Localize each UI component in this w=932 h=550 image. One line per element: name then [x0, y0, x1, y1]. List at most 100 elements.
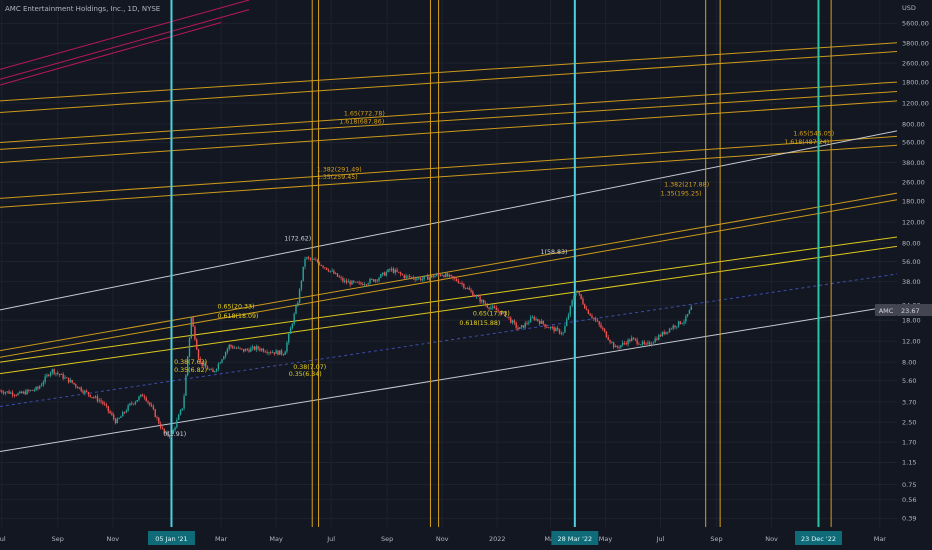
candle-body	[347, 281, 350, 283]
channel-line-gold	[0, 199, 898, 358]
candle-body	[71, 379, 73, 383]
candle-body	[140, 394, 142, 397]
candle-body	[351, 280, 353, 285]
time-tick-label: 23 Dec '22	[801, 535, 836, 543]
candle-body	[600, 324, 602, 328]
candle-body	[457, 281, 460, 284]
candle-body	[585, 308, 588, 310]
candle-body	[558, 329, 561, 334]
candle-body	[114, 418, 117, 424]
candle-body	[233, 347, 236, 349]
candle-body	[241, 348, 243, 350]
candle-body	[132, 403, 135, 405]
time-tick-label: Sep	[381, 535, 393, 543]
candle-body	[540, 320, 543, 324]
candle-body	[385, 272, 387, 276]
candle-body	[681, 323, 683, 325]
candle-body	[15, 395, 17, 396]
candle-body	[159, 423, 162, 428]
candle-body	[616, 346, 618, 348]
price-tick-label: 3800.00	[902, 40, 929, 48]
candle-body	[235, 347, 238, 349]
candle-body	[428, 277, 431, 280]
candle-body	[493, 306, 496, 308]
price-axis[interactable]: USD 5600.00 3800.00 2600.00 1800.00 1200.00 8…	[897, 0, 932, 527]
candle-body	[401, 274, 404, 276]
time-axis[interactable]: Jul Sep Nov 05 Jan '21 Mar May Jul Sep Nov 2022 Ma…	[0, 527, 932, 550]
candle-body	[656, 338, 658, 340]
time-tick-highlight	[551, 531, 599, 545]
price-tick-label: 5.60	[902, 377, 916, 385]
candle-body	[230, 344, 232, 347]
candle-body	[40, 384, 43, 387]
candle-body	[313, 258, 315, 260]
candle-body	[11, 392, 14, 396]
candle-body	[170, 434, 173, 437]
time-tick-label: Jul	[656, 535, 665, 543]
candle-body	[154, 409, 156, 418]
candle-body	[486, 304, 489, 308]
candle-body	[237, 347, 239, 349]
channel-line-gold	[0, 90, 898, 150]
candle-body	[78, 387, 81, 389]
candle-body	[158, 417, 160, 424]
candle-body	[53, 369, 55, 374]
candle-body	[371, 279, 373, 280]
channel-line-yellow	[0, 236, 898, 363]
candle-body	[632, 337, 635, 339]
candle-body	[603, 329, 606, 332]
candle-body	[389, 269, 391, 271]
candle-body	[369, 279, 371, 284]
candle-body	[344, 280, 346, 282]
fib-label: 0(1.91)	[163, 431, 186, 438]
candle-body	[150, 404, 153, 407]
candle-body	[408, 276, 411, 278]
candle-body	[262, 348, 265, 352]
candle-body	[430, 275, 433, 278]
candle-body	[103, 403, 106, 405]
candle-body	[497, 310, 499, 312]
candle-body	[477, 295, 479, 297]
candle-body	[535, 318, 537, 320]
time-tick-label: Nov	[106, 535, 119, 543]
candle-body	[324, 267, 326, 269]
candle-body	[304, 258, 306, 267]
candle-body	[122, 412, 124, 417]
fib-channels	[0, 0, 898, 453]
candle-body	[556, 327, 559, 330]
candle-body	[342, 278, 344, 282]
candle-body	[459, 283, 461, 284]
candle-body	[504, 311, 507, 317]
candle-body	[380, 274, 382, 278]
candle-body	[286, 342, 288, 352]
candle-body	[490, 307, 492, 309]
candle-body	[161, 427, 164, 429]
candle-body	[6, 391, 8, 393]
candle-body	[129, 403, 131, 406]
price-tick-label: 260.00	[902, 178, 925, 186]
candle-body	[363, 284, 366, 286]
candle-body	[75, 384, 77, 387]
candle-body	[607, 337, 609, 340]
candle-body	[205, 363, 207, 367]
candle-body	[98, 400, 100, 402]
candle-body	[576, 290, 579, 293]
candle-body	[39, 386, 41, 389]
candle-body	[472, 291, 474, 296]
candle-body	[224, 352, 227, 357]
candle-body	[109, 411, 111, 414]
price-tick-label: 12.00	[902, 337, 921, 345]
candle-body	[519, 327, 521, 329]
candle-body	[185, 375, 187, 396]
candle-body	[418, 277, 420, 279]
candle-body	[316, 259, 319, 263]
candle-body	[219, 362, 221, 364]
candle-body	[107, 406, 109, 412]
candle-body	[665, 331, 667, 335]
candle-body	[625, 343, 627, 345]
candle-body	[279, 350, 281, 355]
channel-line-white	[0, 130, 898, 311]
candle-body	[566, 319, 568, 327]
fib-label: 0.618(18.09)	[217, 313, 258, 320]
